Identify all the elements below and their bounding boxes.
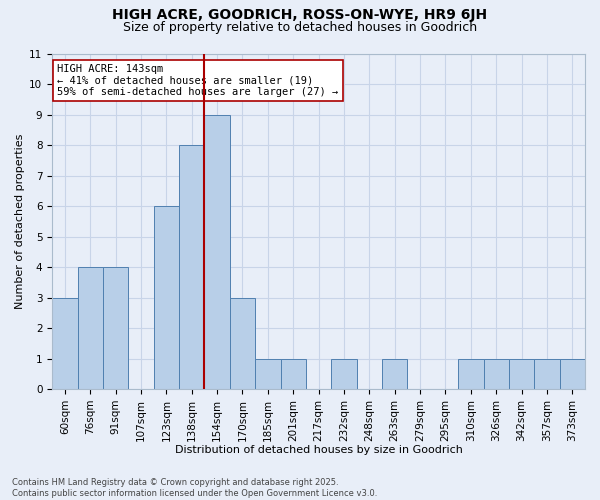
Bar xyxy=(484,358,509,389)
Bar xyxy=(331,358,356,389)
Text: Contains HM Land Registry data © Crown copyright and database right 2025.
Contai: Contains HM Land Registry data © Crown c… xyxy=(12,478,377,498)
Text: HIGH ACRE: 143sqm
← 41% of detached houses are smaller (19)
59% of semi-detached: HIGH ACRE: 143sqm ← 41% of detached hous… xyxy=(58,64,339,97)
Bar xyxy=(77,267,103,389)
Bar xyxy=(205,115,230,389)
Bar xyxy=(281,358,306,389)
Bar xyxy=(154,206,179,389)
Text: Size of property relative to detached houses in Goodrich: Size of property relative to detached ho… xyxy=(123,22,477,35)
Bar xyxy=(382,358,407,389)
Bar xyxy=(255,358,281,389)
Bar xyxy=(52,298,77,389)
Bar xyxy=(560,358,585,389)
Bar xyxy=(534,358,560,389)
Text: HIGH ACRE, GOODRICH, ROSS-ON-WYE, HR9 6JH: HIGH ACRE, GOODRICH, ROSS-ON-WYE, HR9 6J… xyxy=(112,8,488,22)
Bar xyxy=(103,267,128,389)
Y-axis label: Number of detached properties: Number of detached properties xyxy=(15,134,25,309)
Bar xyxy=(179,146,205,389)
Bar xyxy=(509,358,534,389)
Bar xyxy=(458,358,484,389)
Bar xyxy=(230,298,255,389)
X-axis label: Distribution of detached houses by size in Goodrich: Distribution of detached houses by size … xyxy=(175,445,463,455)
